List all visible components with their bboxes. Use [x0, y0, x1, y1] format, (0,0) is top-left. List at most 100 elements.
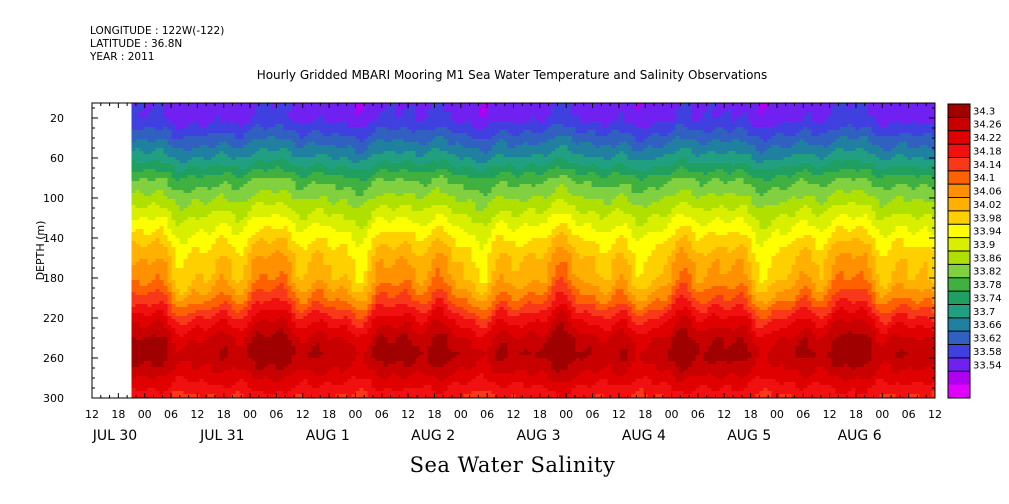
heatmap-cell — [239, 250, 245, 254]
heatmap-cell — [139, 160, 145, 164]
heatmap-cell — [251, 385, 257, 389]
heatmap-cell — [263, 337, 269, 341]
heatmap-cell — [303, 301, 309, 305]
heatmap-cell — [251, 109, 257, 113]
heatmap-cell — [255, 163, 261, 167]
heatmap-cell — [263, 232, 269, 236]
heatmap-cell — [207, 220, 213, 224]
heatmap-cell — [287, 310, 293, 314]
heatmap-cell — [135, 298, 141, 302]
heatmap-cell — [283, 265, 289, 269]
heatmap-cell — [231, 388, 237, 392]
heatmap-cell — [139, 103, 145, 107]
heatmap-cell — [171, 334, 177, 338]
heatmap-cell — [311, 358, 317, 362]
heatmap-cell — [203, 226, 209, 230]
heatmap-cell — [259, 229, 265, 233]
heatmap-cell — [199, 223, 205, 227]
heatmap-cell — [291, 115, 297, 119]
heatmap-cell — [147, 337, 153, 341]
heatmap-cell — [319, 394, 325, 398]
heatmap-cell — [247, 268, 253, 272]
heatmap-cell — [171, 124, 177, 128]
heatmap-cell — [319, 202, 325, 206]
heatmap-cell — [143, 148, 149, 152]
heatmap-cell — [135, 370, 141, 374]
heatmap-cell — [259, 163, 265, 167]
heatmap-cell — [295, 262, 301, 266]
heatmap-cell — [319, 370, 325, 374]
heatmap-cell — [323, 139, 329, 143]
heatmap-cell — [299, 373, 305, 377]
heatmap-cell — [227, 298, 233, 302]
heatmap-cell — [183, 127, 189, 131]
heatmap-cell — [239, 271, 245, 275]
heatmap-cell — [143, 286, 149, 290]
heatmap-cell — [235, 163, 241, 167]
heatmap-cell — [267, 211, 273, 215]
heatmap-cell — [311, 364, 317, 368]
heatmap-cell — [247, 316, 253, 320]
heatmap-cell — [211, 205, 217, 209]
heatmap-cell — [275, 163, 281, 167]
heatmap-cell — [327, 109, 333, 113]
heatmap-cell — [311, 235, 317, 239]
heatmap-cell — [223, 361, 229, 365]
heatmap-cell — [319, 187, 325, 191]
heatmap-cell — [211, 319, 217, 323]
heatmap-cell — [139, 328, 145, 332]
heatmap-cell — [207, 163, 213, 167]
heatmap-cell — [199, 364, 205, 368]
heatmap-cell — [199, 247, 205, 251]
heatmap-cell — [311, 385, 317, 389]
heatmap-cell — [207, 370, 213, 374]
heatmap-cell — [251, 220, 257, 224]
heatmap-cell — [247, 139, 253, 143]
heatmap-cell — [139, 274, 145, 278]
heatmap-cell — [151, 361, 157, 365]
heatmap-cell — [147, 208, 153, 212]
heatmap-cell — [171, 238, 177, 242]
heatmap-cell — [275, 127, 281, 131]
heatmap-cell — [203, 346, 209, 350]
heatmap-cell — [303, 277, 309, 281]
heatmap-cell — [267, 346, 273, 350]
heatmap-cell — [163, 157, 169, 161]
heatmap-cell — [175, 196, 181, 200]
heatmap-cell — [275, 172, 281, 176]
heatmap-cell — [311, 280, 317, 284]
heatmap-cell — [155, 316, 161, 320]
heatmap-cell — [163, 349, 169, 353]
heatmap-cell — [247, 175, 253, 179]
heatmap-cell — [327, 130, 333, 134]
heatmap-cell — [219, 355, 225, 359]
heatmap-cell — [191, 139, 197, 143]
heatmap-cell — [235, 313, 241, 317]
heatmap-cell — [255, 274, 261, 278]
heatmap-cell — [131, 142, 137, 146]
heatmap-cell — [283, 238, 289, 242]
heatmap-cell — [323, 331, 329, 335]
heatmap-cell — [211, 232, 217, 236]
heatmap-cell — [139, 394, 145, 398]
heatmap-cell — [171, 283, 177, 287]
heatmap-cell — [259, 340, 265, 344]
heatmap-cell — [239, 382, 245, 386]
heatmap-cell — [139, 259, 145, 263]
heatmap-cell — [231, 391, 237, 395]
heatmap-cell — [219, 181, 225, 185]
heatmap-cell — [247, 391, 253, 395]
heatmap-cell — [159, 172, 165, 176]
heatmap-cell — [275, 244, 281, 248]
heatmap-cell — [215, 148, 221, 152]
heatmap-cell — [207, 316, 213, 320]
heatmap-cell — [315, 139, 321, 143]
heatmap-cell — [275, 385, 281, 389]
heatmap-cell — [195, 391, 201, 395]
heatmap-cell — [303, 235, 309, 239]
heatmap-cell — [299, 151, 305, 155]
heatmap-cell — [191, 205, 197, 209]
heatmap-cell — [319, 121, 325, 125]
heatmap-cell — [235, 343, 241, 347]
heatmap-cell — [259, 118, 265, 122]
